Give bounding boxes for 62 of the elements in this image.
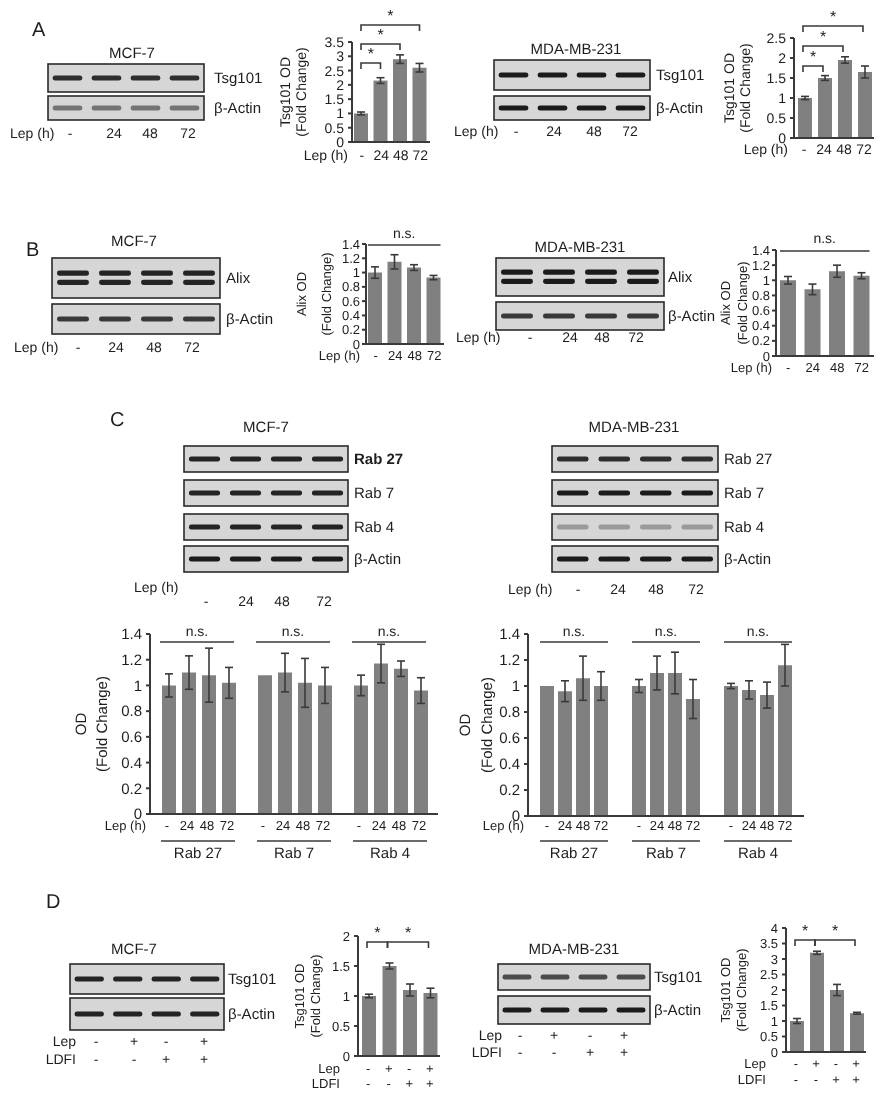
- bar: [668, 673, 682, 816]
- bar: [829, 271, 845, 356]
- bar: [387, 261, 402, 344]
- bar: [858, 72, 872, 138]
- bar: [810, 952, 824, 1052]
- text: C: [110, 410, 125, 432]
- bar: [373, 80, 388, 142]
- bar: [182, 672, 196, 814]
- bar: [760, 695, 774, 816]
- annotation: *: [377, 26, 384, 45]
- annotation: *: [404, 924, 412, 943]
- bar: [540, 686, 554, 816]
- bar: [298, 682, 312, 814]
- bar: [222, 682, 236, 814]
- bar: [850, 1013, 864, 1052]
- bar: [403, 990, 417, 1056]
- text: *: [829, 8, 837, 27]
- bar: [393, 59, 407, 142]
- annotation: *: [831, 922, 839, 941]
- bar: [354, 113, 368, 142]
- text: D: [46, 892, 61, 914]
- bar: [354, 685, 368, 814]
- bar: [423, 993, 438, 1056]
- bar: [414, 690, 428, 814]
- text: B: [26, 240, 40, 262]
- bar: [368, 272, 382, 344]
- annotation: *: [819, 28, 827, 47]
- bar: [394, 668, 408, 814]
- bar: [798, 98, 812, 138]
- bar: [374, 663, 388, 814]
- bar: [362, 996, 376, 1056]
- bar: [426, 277, 441, 344]
- bar: [258, 675, 272, 814]
- bar: [804, 289, 821, 356]
- bar: [742, 689, 756, 816]
- bar: [202, 675, 216, 814]
- bar: [318, 685, 332, 814]
- annotation: *: [809, 48, 817, 67]
- bar: [724, 686, 738, 816]
- annotation: *: [801, 922, 809, 941]
- bar: [412, 67, 427, 142]
- annotation: *: [367, 45, 374, 64]
- text: *: [387, 7, 394, 26]
- bar: [686, 699, 700, 816]
- bar: [278, 672, 292, 814]
- bar: [778, 665, 792, 816]
- annotation: *: [374, 924, 381, 943]
- bar: [780, 280, 796, 356]
- bar: [853, 275, 870, 356]
- bar: [632, 686, 646, 816]
- bar: [818, 78, 832, 138]
- bar: [407, 267, 421, 344]
- bar: [594, 686, 608, 816]
- text: A: [32, 20, 46, 42]
- bar: [790, 1021, 804, 1052]
- bar: [558, 691, 572, 816]
- bar: [382, 966, 397, 1056]
- bar: [830, 990, 844, 1052]
- bar: [650, 673, 664, 816]
- bar: [162, 685, 176, 814]
- bar: [838, 60, 852, 138]
- bar: [576, 678, 590, 816]
